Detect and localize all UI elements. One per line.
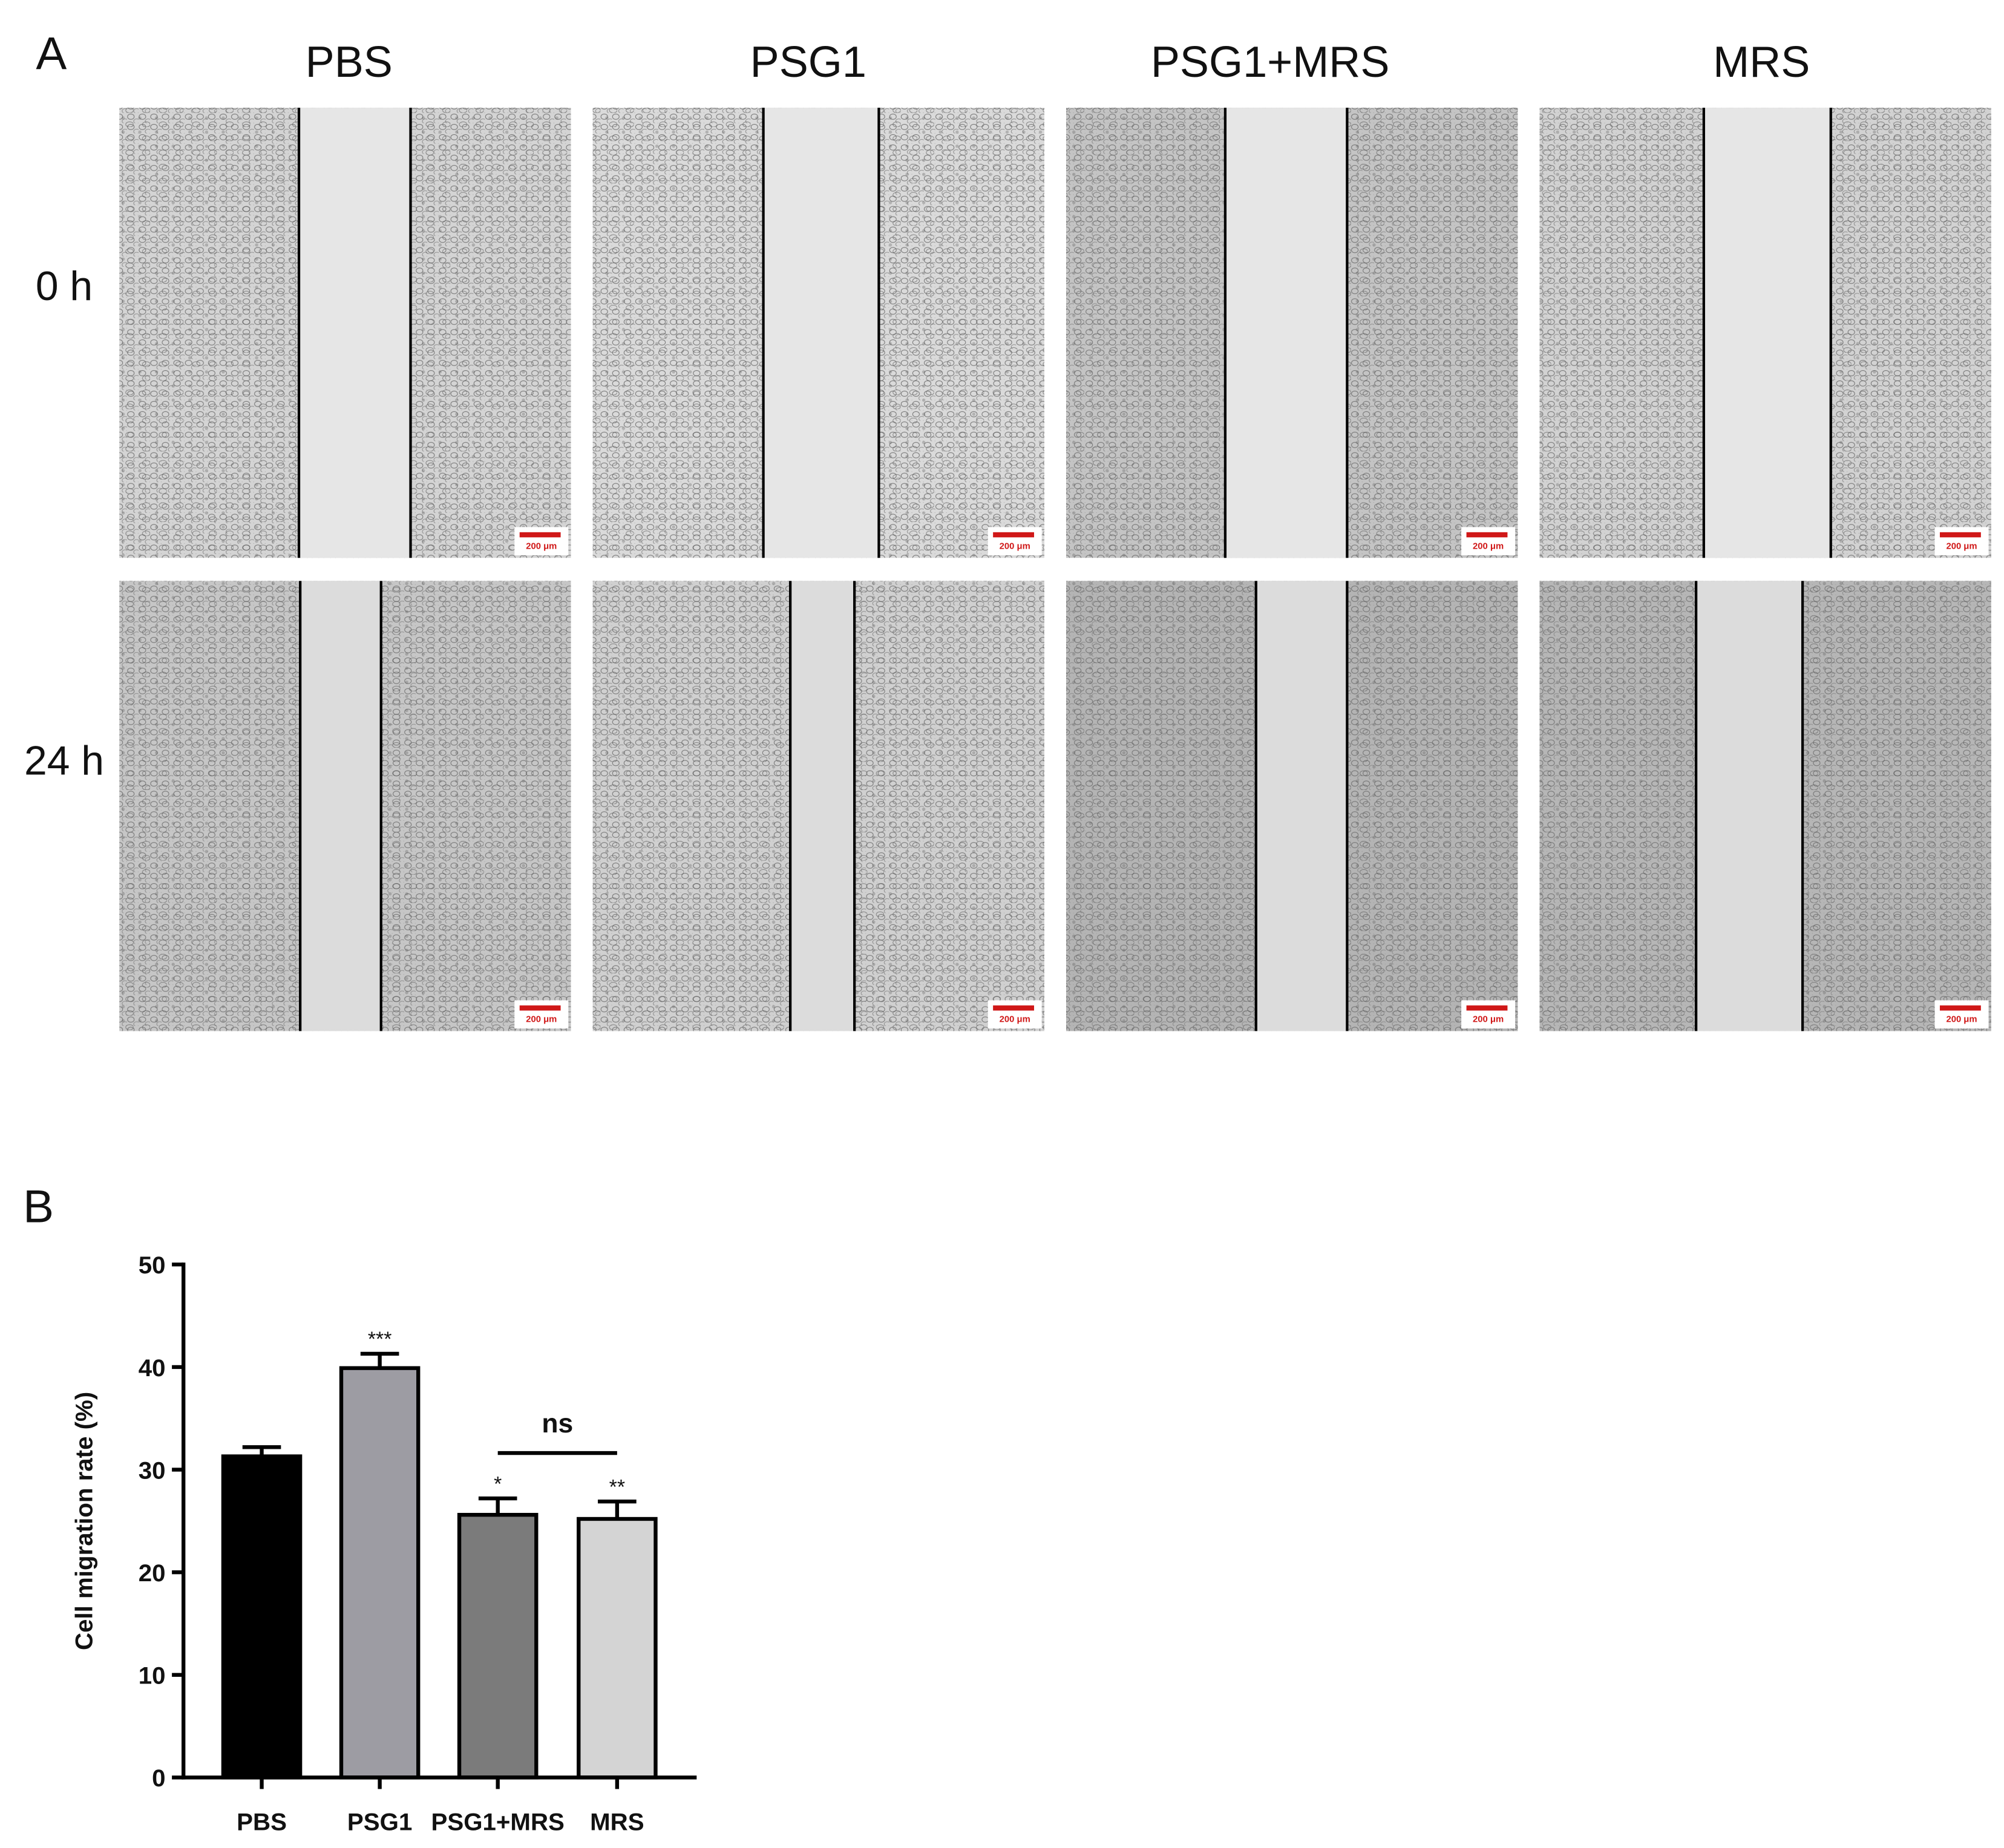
micrograph: 200 μm [1539,581,1991,1031]
scale-bar-label: 200 μm [1473,541,1504,551]
y-tick-label: 20 [139,1559,166,1587]
x-tick-label: PSG1 [347,1808,412,1835]
y-axis-label: Cell migration rate (%) [71,1392,98,1650]
scale-bar [993,532,1035,538]
scale-bar [1466,532,1508,538]
wound-gap [1225,108,1347,558]
scale-bar-label: 200 μm [1473,1015,1504,1025]
scale-bar-box [1934,1000,1989,1029]
wound-gap [1703,108,1831,558]
row-label: 0 h [36,264,93,309]
bar [457,1513,539,1780]
scale-bar-box [987,527,1042,555]
y-tick-label: 50 [139,1252,166,1279]
x-tick-label: PSG1+MRS [431,1808,564,1835]
scale-bar-box [1461,527,1516,555]
micrograph: 200 μm [119,581,571,1031]
x-tick-label: MRS [590,1808,644,1835]
y-tick-label: 0 [152,1765,165,1792]
scale-bar-label: 200 μm [526,541,557,551]
scale-bar-label: 200 μm [1946,541,1977,551]
scale-bar [1466,1005,1508,1011]
comparison-label: ns [542,1409,573,1438]
column-title: MRS [1713,38,1810,87]
scale-bar-box [514,1000,569,1029]
micrograph: 200 μm [1066,108,1518,558]
column-title: PSG1 [750,38,866,87]
scale-bar-label: 200 μm [1946,1015,1977,1025]
micrograph: 200 μm [1539,108,1991,558]
y-tick-label: 10 [139,1662,166,1690]
panel-label: A [36,28,67,79]
significance-label: ** [609,1475,625,1498]
wound-gap [763,108,879,558]
micrograph: 200 μm [1066,581,1518,1031]
column-title: PSG1+MRS [1151,38,1390,87]
scale-bar-label: 200 μm [1000,541,1030,551]
scale-bar [519,532,561,538]
significance-label: *** [368,1328,392,1351]
wound-gap [300,581,381,1031]
scale-bar-box [514,527,569,555]
micrograph: 200 μm [592,581,1044,1031]
scale-bar [519,1005,561,1011]
scale-bar-label: 200 μm [526,1015,557,1025]
y-tick-label: 30 [139,1457,166,1484]
bar [577,1517,658,1780]
wound-gap [790,581,855,1031]
scale-bar-box [987,1000,1042,1029]
scale-bar [1939,1005,1981,1011]
y-tick-label: 40 [139,1354,166,1382]
bar [221,1454,303,1780]
scale-bar [993,1005,1035,1011]
significance-label: * [494,1472,502,1495]
column-title: PBS [306,38,393,87]
scale-bar [1939,532,1981,538]
scale-bar-box [1461,1000,1516,1029]
scale-bar-box [1934,527,1989,555]
scale-bar-label: 200 μm [1000,1015,1030,1025]
micrograph: 200 μm [119,108,571,558]
micrograph: 200 μm [592,108,1044,558]
bar [339,1366,421,1780]
panel-label: B [23,1181,54,1232]
wound-gap [1696,581,1803,1031]
x-tick-label: PBS [237,1808,287,1835]
row-label: 24 h [24,739,104,784]
wound-gap [299,108,411,558]
wound-gap [1256,581,1347,1031]
